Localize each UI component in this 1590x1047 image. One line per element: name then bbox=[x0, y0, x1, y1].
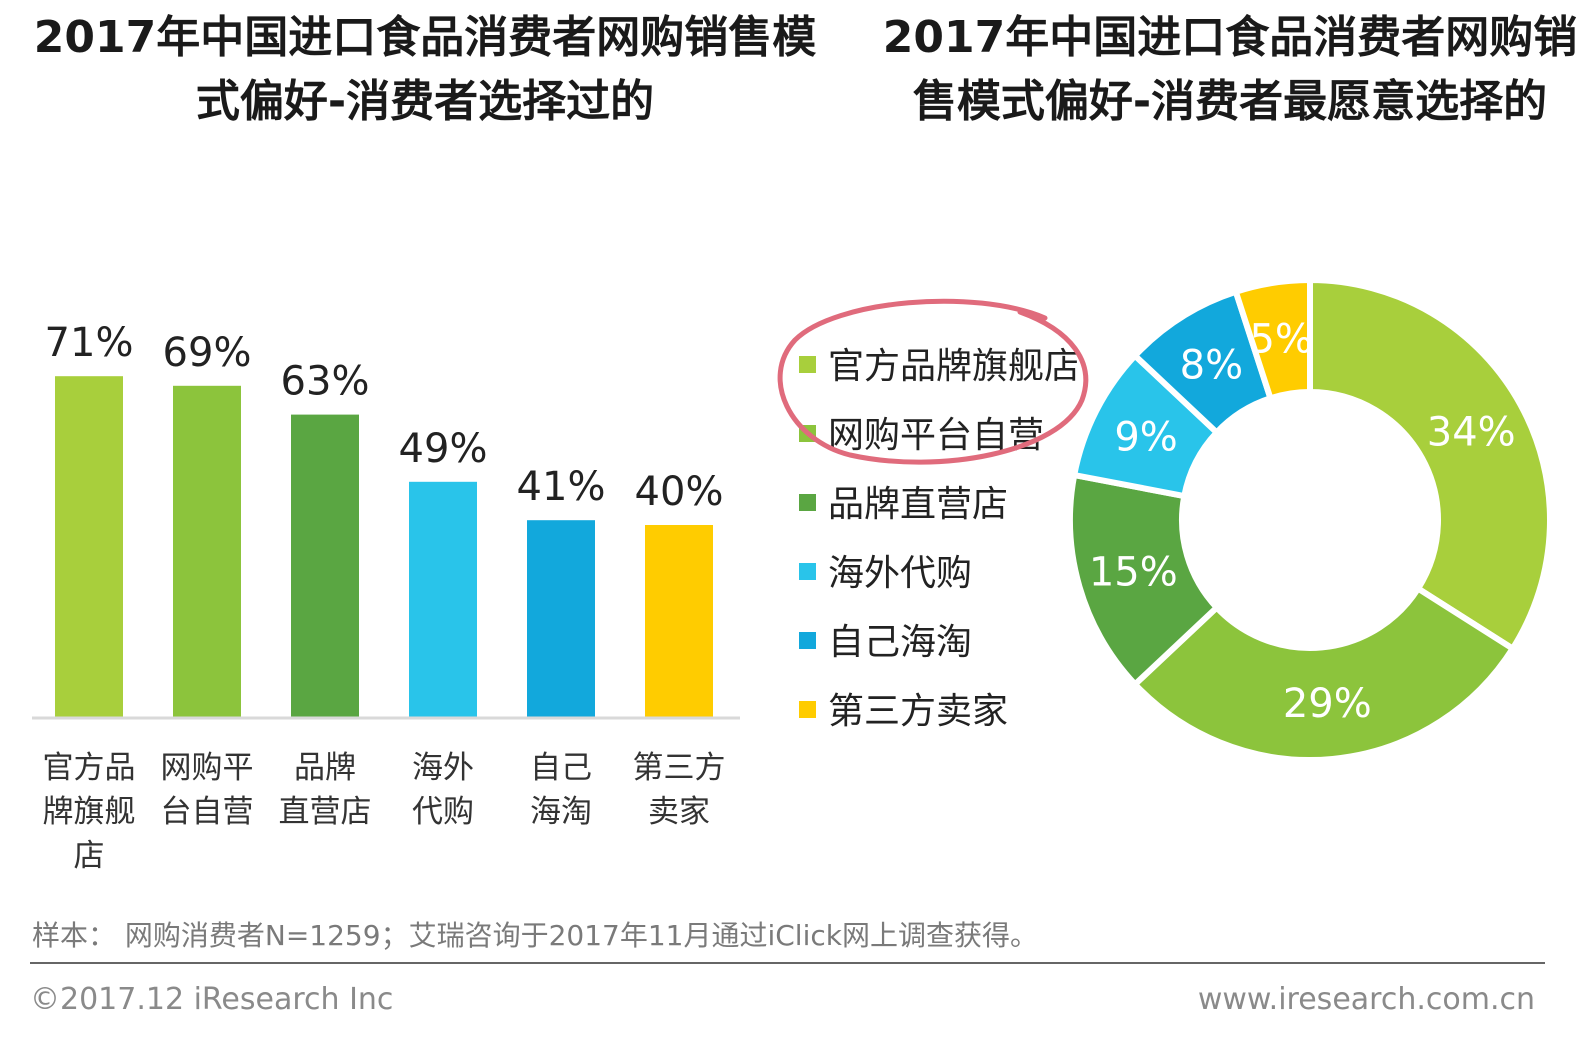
category-label-6-line-1: 第三方 bbox=[633, 750, 726, 786]
category-label-4-line-1: 海外 bbox=[412, 750, 474, 786]
category-label-1-line-2: 牌旗舰 bbox=[43, 794, 136, 830]
bar-value-label-3: 63% bbox=[281, 359, 370, 405]
bar-6 bbox=[645, 525, 713, 717]
donut-value-label-6: 5% bbox=[1249, 316, 1312, 362]
donut-value-label-5: 8% bbox=[1180, 343, 1243, 389]
category-label-3-line-2: 直营店 bbox=[279, 794, 372, 830]
legend-label-6: 第三方卖家 bbox=[828, 691, 1008, 732]
bar-value-label-4: 49% bbox=[399, 426, 488, 472]
donut-slice-1 bbox=[1307, 276, 1553, 653]
legend-label-4: 海外代购 bbox=[828, 553, 972, 594]
category-label-5-line-2: 海淘 bbox=[530, 794, 592, 830]
bar-value-label-1: 71% bbox=[45, 320, 134, 366]
category-label-3-line-1: 品牌 bbox=[294, 750, 356, 786]
bar-3 bbox=[291, 414, 359, 717]
donut-slice-3 bbox=[1067, 471, 1221, 689]
legend-swatch-3 bbox=[799, 494, 816, 511]
bar-value-label-6: 40% bbox=[635, 469, 724, 515]
category-label-1-line-3: 店 bbox=[74, 838, 105, 874]
donut-slice-2 bbox=[1130, 584, 1517, 763]
donut-value-label-1: 34% bbox=[1427, 409, 1516, 455]
website-link[interactable]: www.iresearch.com.cn bbox=[1197, 982, 1535, 1017]
chart-title-left: 2017年中国进口食品消费者网购销售模式偏好-消费者选择过的 bbox=[33, 12, 817, 127]
category-label-5-line-1: 自己 bbox=[530, 750, 592, 786]
category-label-2-line-1: 网购平 bbox=[161, 750, 254, 786]
highlight-circle-annotation bbox=[777, 298, 1089, 465]
category-label-6-line-2: 卖家 bbox=[648, 794, 710, 830]
category-label-2-line-2: 台自营 bbox=[161, 794, 254, 830]
donut-slice-6 bbox=[1232, 276, 1313, 403]
chart-title-right: 2017年中国进口食品消费者网购销售模式偏好-消费者最愿意选择的 bbox=[882, 12, 1578, 127]
category-label-1-line-1: 官方品 bbox=[43, 750, 136, 786]
legend-label-1: 官方品牌旗舰店 bbox=[828, 346, 1080, 387]
bar-2 bbox=[173, 385, 241, 717]
bar-5 bbox=[527, 520, 595, 717]
donut-value-label-3: 15% bbox=[1089, 549, 1178, 595]
legend-swatch-6 bbox=[799, 701, 816, 718]
sample-note: 样本： 网购消费者N=1259；艾瑞咨询于2017年11月通过iClick网上调… bbox=[32, 919, 1038, 952]
legend-swatch-1 bbox=[799, 356, 816, 373]
bar-value-label-2: 69% bbox=[163, 330, 252, 376]
footer-divider bbox=[30, 962, 1545, 964]
category-label-4-line-2: 代购 bbox=[412, 794, 474, 830]
donut-value-label-2: 29% bbox=[1283, 681, 1372, 727]
legend-label-3: 品牌直营店 bbox=[828, 484, 1008, 525]
bar-value-label-5: 41% bbox=[517, 464, 606, 510]
bar-4 bbox=[409, 481, 477, 717]
donut-value-label-4: 9% bbox=[1114, 414, 1177, 460]
legend-swatch-4 bbox=[799, 563, 816, 580]
copyright-text: ©2017.12 iResearch Inc bbox=[30, 982, 394, 1017]
bar-1 bbox=[55, 376, 123, 717]
legend-label-5: 自己海淘 bbox=[828, 622, 972, 663]
legend-swatch-5 bbox=[799, 632, 816, 649]
